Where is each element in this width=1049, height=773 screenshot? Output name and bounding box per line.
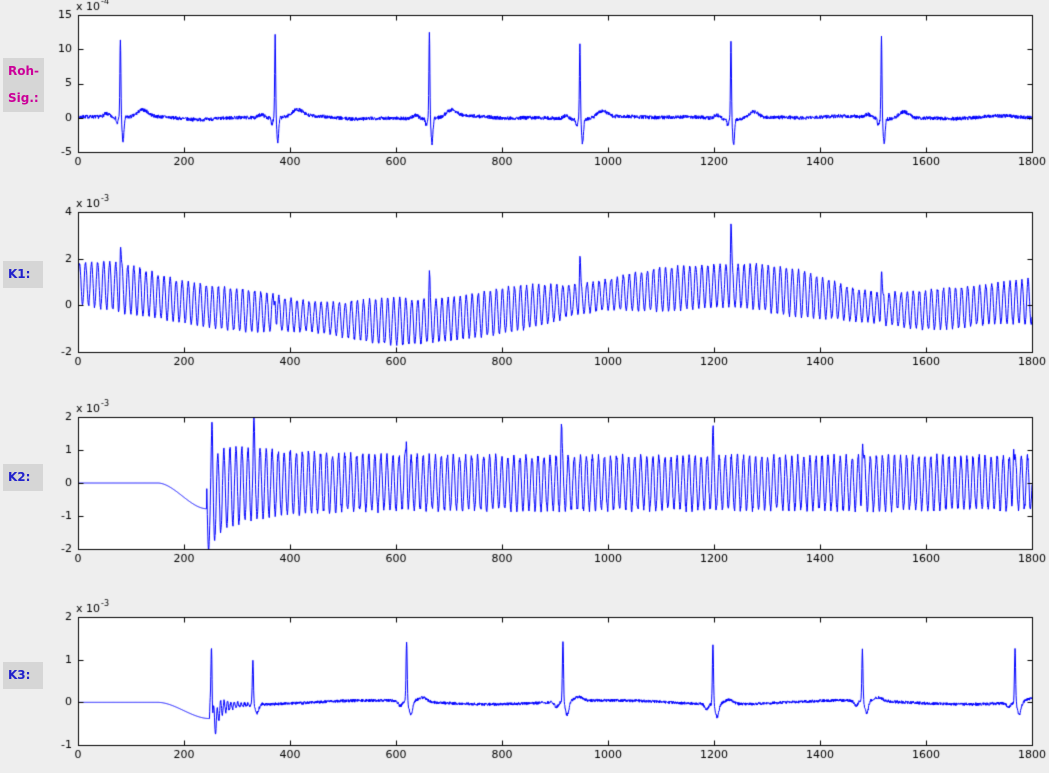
label-k2: K2: [3, 464, 43, 491]
label-k3: K3: [3, 662, 43, 689]
label-k2-text: K2: [8, 470, 31, 484]
label-roh-line1: Roh- [8, 64, 40, 78]
label-k1: K1: [3, 261, 43, 288]
label-roh-signal: Roh- Sig.: [3, 58, 45, 112]
label-k1-text: K1: [8, 267, 31, 281]
label-roh-line2: Sig.: [8, 91, 39, 105]
label-k3-text: K3: [8, 668, 31, 682]
